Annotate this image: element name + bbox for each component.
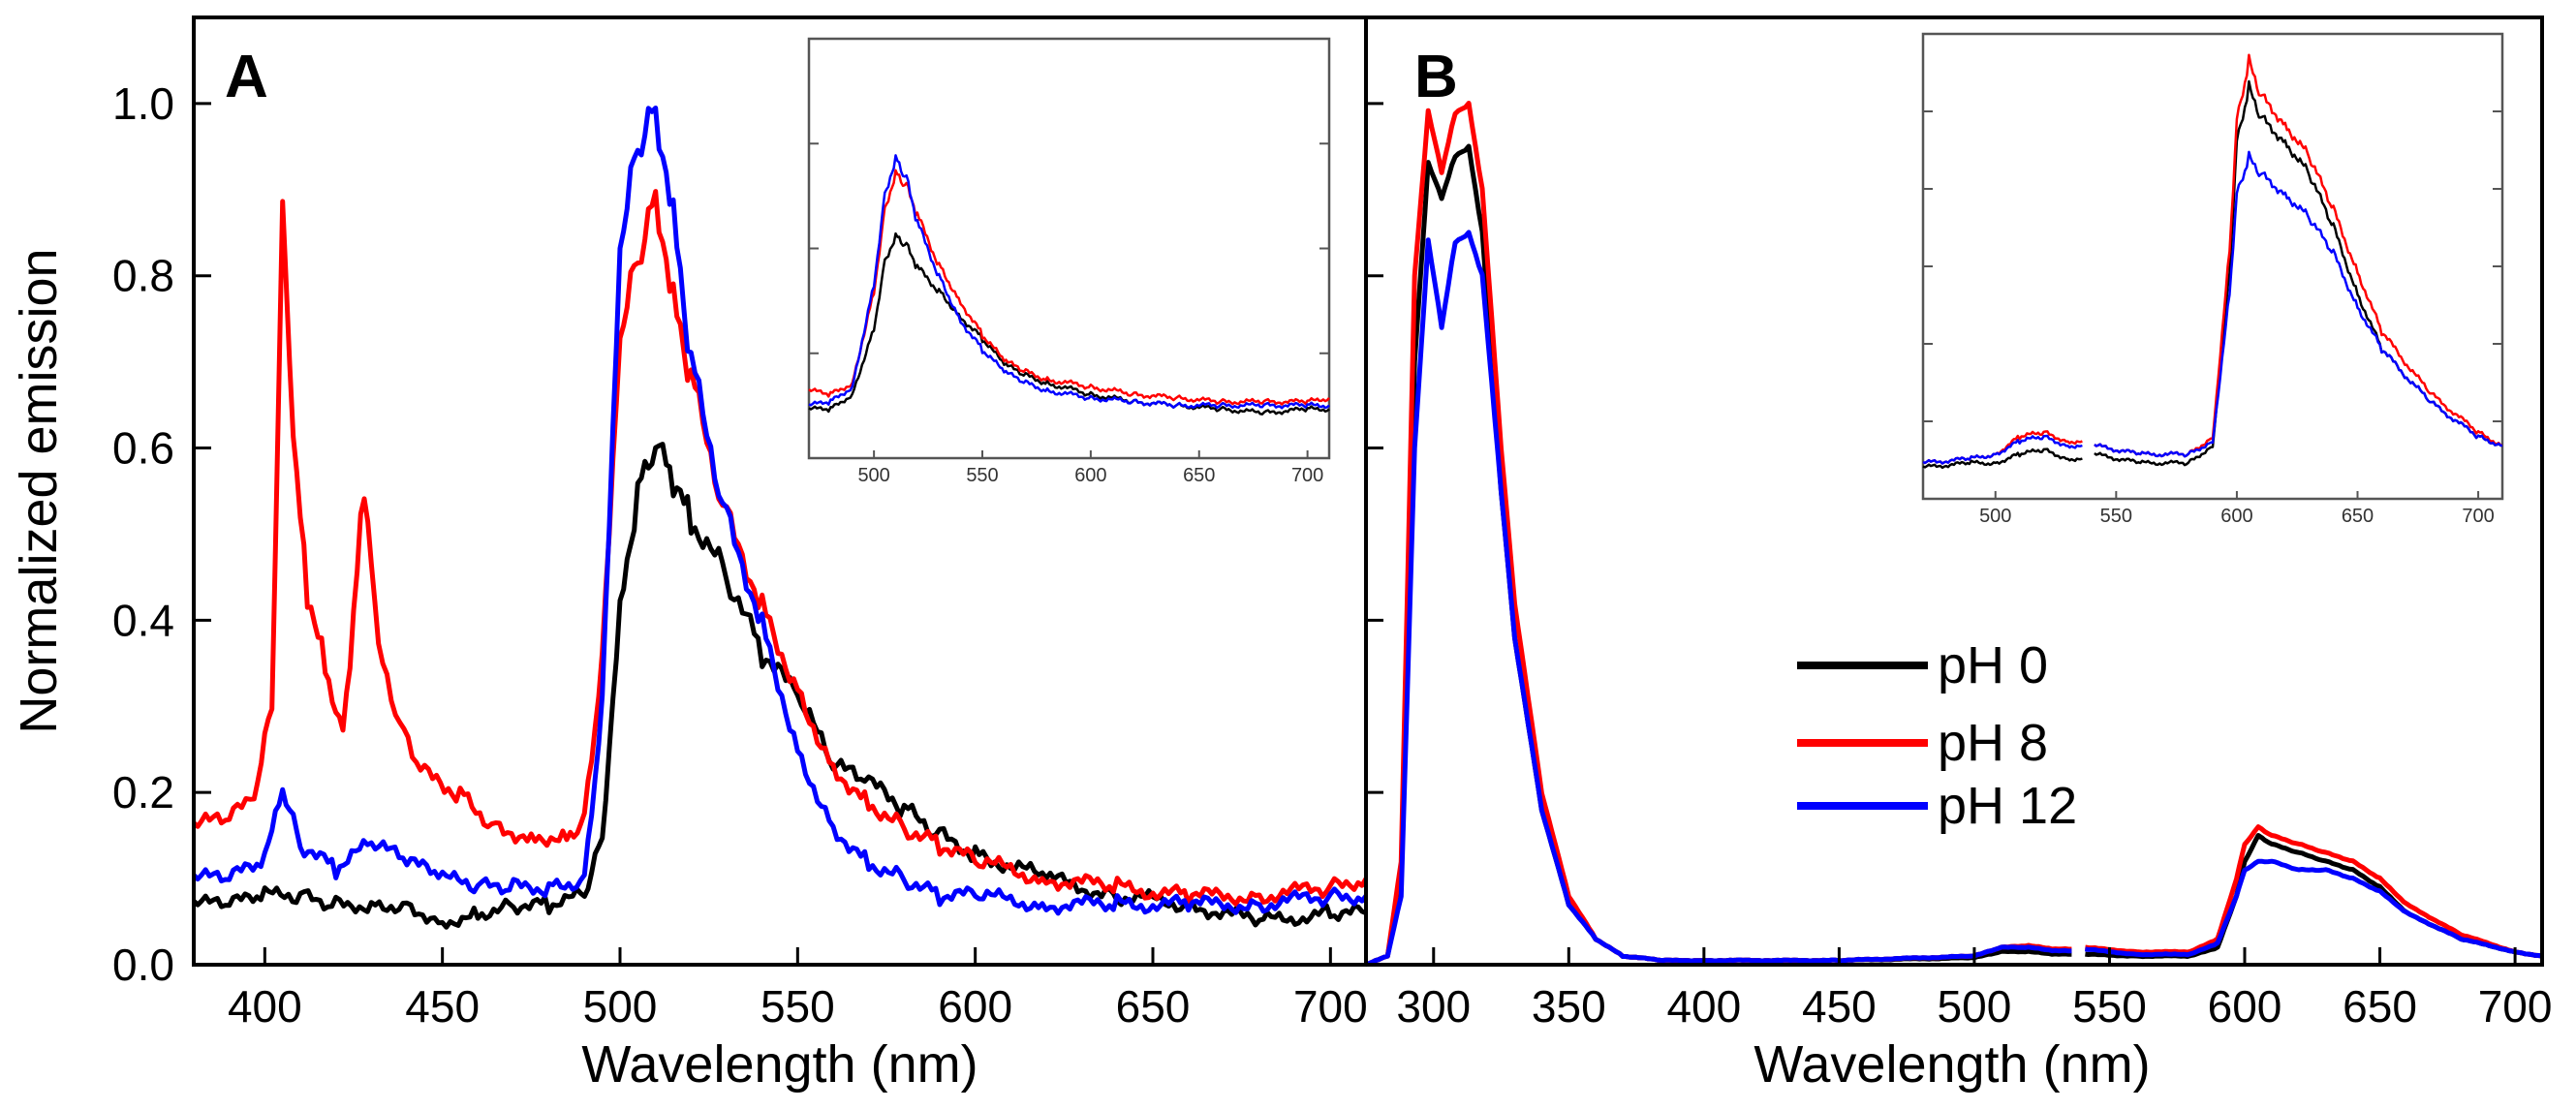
panel-a-x-tick-label-550: 550 bbox=[760, 981, 835, 1032]
legend-label-ph-12: pH 12 bbox=[1938, 777, 2077, 835]
panel-a-y-tick-label-1-0: 1.0 bbox=[112, 78, 174, 129]
panel-a-series-ph-8 bbox=[192, 189, 1369, 907]
panel-b-x-tick-label-300: 300 bbox=[1396, 981, 1471, 1032]
panel-b-inset-x-tick-label-550: 550 bbox=[2100, 506, 2132, 527]
panel-a-x-tick-label-400: 400 bbox=[228, 981, 302, 1032]
panel-a-y-tick-label-0-0: 0.0 bbox=[112, 940, 174, 990]
panel-b: 300 350 400 450 500 550 600 650 700 B Wavelength… bbox=[1364, 15, 2553, 1094]
panel-b-inset-x-tick-label-600: 600 bbox=[2220, 506, 2252, 527]
panel-a-y-tick-label-0-4: 0.4 bbox=[112, 595, 174, 645]
panel-a-series-ph-0 bbox=[192, 442, 1367, 930]
panel-a-inset-x-tick-label-600: 600 bbox=[1074, 465, 1106, 486]
panel-b-x-axis-title: Wavelength (nm) bbox=[1754, 1035, 2150, 1094]
panel-a-inset-x-tick-label-550: 550 bbox=[966, 465, 998, 486]
legend: pH 0 pH 8 pH 12 bbox=[1797, 636, 2077, 835]
panel-b-series-ph-12-segment-2 bbox=[2084, 858, 2543, 959]
panel-b-x-tick-label-350: 350 bbox=[1532, 981, 1606, 1032]
panel-b-inset-series-ph-12-segment-2 bbox=[2094, 150, 2503, 458]
legend-label-ph-0: pH 0 bbox=[1938, 636, 2048, 694]
panel-b-frame bbox=[1364, 15, 2544, 967]
panel-a-inset-frame bbox=[807, 37, 1331, 460]
panel-a-series-ph-12 bbox=[192, 106, 1368, 916]
panel-b-inset-frame bbox=[1921, 32, 2504, 501]
panel-a-x-tick-label-450: 450 bbox=[405, 981, 480, 1032]
panel-a-x-axis-title: Wavelength (nm) bbox=[581, 1035, 978, 1094]
legend-label-ph-8: pH 8 bbox=[1938, 714, 2048, 772]
panel-a-inset-series-ph-0 bbox=[808, 231, 1330, 416]
panel-a-inset-series-ph-8 bbox=[808, 169, 1330, 406]
panel-b-x-tick-label-700: 700 bbox=[2478, 981, 2553, 1032]
panel-b-x-tick-label-450: 450 bbox=[1802, 981, 1877, 1032]
panel-b-x-tick-label-650: 650 bbox=[2343, 981, 2417, 1032]
panel-b-inset-x-tick-label-700: 700 bbox=[2462, 506, 2494, 527]
panel-b-inset-series-ph-0-segment-1 bbox=[1922, 447, 2083, 470]
panel-a: 400 450 500 550 600 650 7000.00.20.40.60.81.0 … bbox=[10, 15, 1369, 1094]
panel-a-y-tick-label-0-2: 0.2 bbox=[112, 767, 174, 817]
panel-a-x-tick-label-700: 700 bbox=[1293, 981, 1368, 1032]
panel-b-inset-series-ph-12-segment-1 bbox=[1922, 434, 2083, 465]
panel-b-x-tick-label-500: 500 bbox=[1938, 981, 2012, 1032]
panel-b-letter: B bbox=[1414, 44, 1458, 110]
panel-b-inset-x-tick-label-650: 650 bbox=[2342, 506, 2374, 527]
panel-a-x-tick-label-500: 500 bbox=[583, 981, 658, 1032]
panel-a-y-tick-label-0-8: 0.8 bbox=[112, 251, 174, 301]
panel-a-letter: A bbox=[225, 44, 268, 110]
panel-b-series-ph-8-segment-2 bbox=[2085, 824, 2543, 959]
panel-a-inset-series-ph-12 bbox=[808, 154, 1330, 410]
y-axis-title: Normalized emission bbox=[10, 248, 68, 733]
panel-a-inset-x-tick-label-500: 500 bbox=[857, 465, 889, 486]
panel-a-inset-x-tick-label-700: 700 bbox=[1291, 465, 1323, 486]
panel-b-inset-x-tick-label-500: 500 bbox=[1979, 506, 2011, 527]
panel-b-series-ph-12-segment-1 bbox=[1365, 230, 2072, 968]
panel-b-x-tick-label-400: 400 bbox=[1666, 981, 1741, 1032]
panel-a-y-tick-label-0-6: 0.6 bbox=[112, 423, 174, 474]
panel-b-x-tick-label-600: 600 bbox=[2208, 981, 2282, 1032]
panel-b-x-tick-label-550: 550 bbox=[2072, 981, 2147, 1032]
panel-a-x-tick-label-650: 650 bbox=[1116, 981, 1191, 1032]
panel-a-inset-x-tick-label-650: 650 bbox=[1183, 465, 1215, 486]
panel-a-x-tick-label-600: 600 bbox=[938, 981, 1012, 1032]
